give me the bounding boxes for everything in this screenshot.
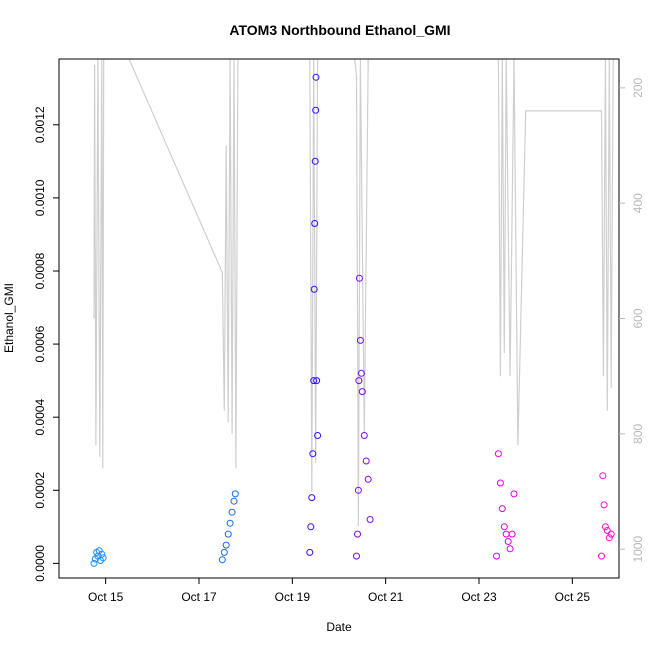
data-point-0-7 [99,554,107,562]
y-tick-label-0: 0.0000 [33,545,47,582]
data-point-5-1 [599,472,607,480]
x-tick-label-2: Oct 19 [275,590,311,604]
x-axis-label: Date [326,620,352,634]
chart-title: ATOM3 Northbound Ethanol_GMI [229,22,450,38]
data-point-3-1 [354,530,361,538]
plot-frame [58,58,620,579]
x-tick-label-0: Oct 15 [88,590,124,604]
data-point-4-2 [496,479,504,487]
data-point-1-4 [226,519,234,527]
y2-tick-label-0: 200 [631,77,645,97]
data-point-3-3 [355,377,363,385]
data-point-4-1 [494,450,502,458]
data-point-4-3 [498,505,506,513]
data-point-3-0 [353,552,360,560]
data-point-2-5 [310,285,318,293]
data-point-2-4 [310,377,318,385]
data-point-1-5 [228,508,236,516]
data-point-3-4 [355,274,363,282]
data-point-1-3 [224,530,232,538]
data-point-2-10 [313,377,321,385]
data-point-3-8 [360,432,368,439]
data-point-5-2 [600,501,608,509]
ethanol-series [90,73,615,567]
y-tick-label-5: 0.0010 [33,179,47,216]
data-point-4-6 [504,538,512,545]
data-point-5-4 [603,527,611,534]
data-point-2-11 [314,432,322,439]
data-point-2-9 [312,73,320,81]
data-point-1-0 [218,556,226,564]
pressure-series [93,59,614,527]
y-tick-label-3: 0.0006 [33,325,47,362]
data-point-3-7 [358,388,366,396]
data-point-1-6 [230,497,238,505]
y-tick-label-1: 0.0002 [33,472,47,509]
data-point-2-0 [306,548,314,556]
data-point-2-1 [307,523,315,531]
y-tick-label-6: 0.0012 [33,106,47,143]
data-point-4-7 [506,545,514,553]
data-point-4-4 [500,523,508,531]
data-point-4-8 [508,530,516,538]
data-point-0-6 [98,550,106,558]
data-point-3-6 [357,369,365,377]
data-point-5-6 [607,530,615,538]
data-point-2-7 [311,157,319,165]
pressure-line [93,59,614,527]
data-point-4-9 [510,490,518,498]
x-tick-label-4: Oct 23 [461,590,497,604]
data-point-5-0 [598,552,605,560]
data-point-2-6 [311,220,319,227]
y2-tick-label-4: 1000 [631,536,645,563]
data-point-1-7 [231,490,239,498]
data-point-1-1 [220,548,228,556]
axes: Oct 15 Oct 17 Oct 19 Oct 21 Oct 23 Oct 25 0.00… [33,58,645,604]
data-point-2-3 [309,450,317,458]
data-point-5-3 [601,523,609,531]
data-point-3-5 [356,336,364,344]
data-point-4-0 [493,552,500,560]
y-tick-label-2: 0.0004 [33,399,47,436]
data-point-3-10 [364,475,372,483]
data-point-0-0 [90,559,98,567]
data-point-2-2 [308,494,316,502]
data-point-2-8 [312,106,320,114]
data-point-3-9 [362,457,370,465]
x-tick-label-5: Oct 25 [555,590,591,604]
x-tick-label-3: Oct 21 [368,590,404,604]
x-tick-label-1: Oct 17 [181,590,217,604]
y-axis-label: Ethanol_GMI [2,283,16,353]
y2-tick-label-1: 400 [631,193,645,213]
y-tick-label-4: 0.0008 [33,252,47,289]
data-point-3-11 [366,516,374,523]
data-point-4-5 [502,530,510,538]
data-point-1-2 [222,541,230,549]
data-point-5-5 [605,534,613,542]
y2-tick-label-3: 800 [631,423,645,443]
data-point-3-2 [354,486,362,494]
y2-tick-label-2: 600 [631,308,645,328]
